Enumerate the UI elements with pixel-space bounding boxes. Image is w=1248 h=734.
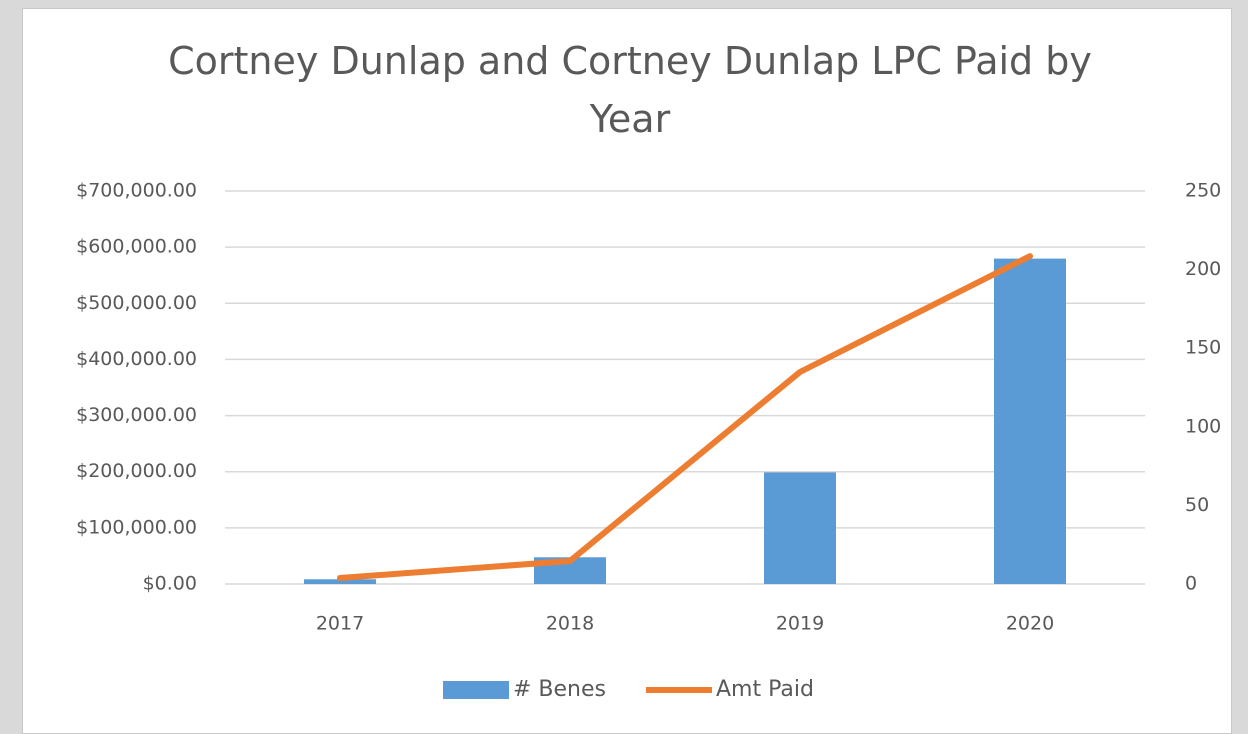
y2-tick-label: 150 xyxy=(1185,337,1221,359)
x-tick-label: 2018 xyxy=(546,613,594,635)
bar xyxy=(304,579,376,584)
line xyxy=(337,253,1033,581)
y-tick-label: $500,000.00 xyxy=(76,292,197,314)
y2-tick-label: 250 xyxy=(1185,180,1221,202)
y2-tick-label: 200 xyxy=(1185,258,1221,280)
y-tick-label: $600,000.00 xyxy=(76,236,197,258)
x-tick-label: 2020 xyxy=(1006,613,1054,635)
chart-title: Cortney Dunlap and Cortney Dunlap LPC Pa… xyxy=(168,39,1092,141)
legend-label: # Benes xyxy=(513,677,606,702)
x-tick-label: 2019 xyxy=(776,613,824,635)
y-tick-label: $400,000.00 xyxy=(76,348,197,370)
y2-tick-label: 100 xyxy=(1185,415,1221,437)
legend-swatch xyxy=(443,681,509,699)
y-tick-label: $0.00 xyxy=(143,573,197,595)
y-tick-label: $700,000.00 xyxy=(76,180,197,202)
y2-tick-label: 0 xyxy=(1185,573,1197,595)
bar xyxy=(994,258,1066,584)
y2-tick-label: 50 xyxy=(1185,494,1209,516)
y-tick-label: $100,000.00 xyxy=(76,516,197,538)
x-tick-label: 2017 xyxy=(316,613,364,635)
y-tick-label: $300,000.00 xyxy=(76,404,197,426)
bar xyxy=(764,472,836,584)
y-tick-label: $200,000.00 xyxy=(76,460,197,482)
legend-label: Amt Paid xyxy=(716,677,814,702)
